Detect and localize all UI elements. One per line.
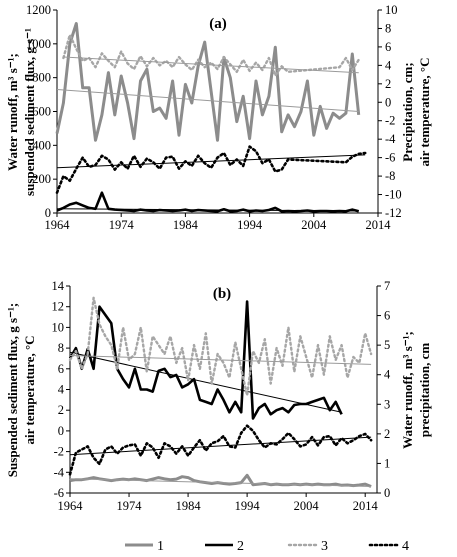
left-tick-label: 14 bbox=[52, 279, 65, 293]
right-tick-label: 10 bbox=[385, 3, 398, 17]
left-tick-label: 8 bbox=[58, 341, 64, 355]
right-tick-label: -8 bbox=[385, 169, 395, 183]
right-tick-label: 3 bbox=[384, 397, 390, 411]
left-axis-title: Suspended sediment flux, g s⁻¹; bbox=[5, 303, 20, 477]
right-tick-label: -10 bbox=[385, 188, 402, 202]
left-axis-title: suspended sediment flux, g s⁻¹ bbox=[22, 28, 37, 196]
x-tick-label: 1964 bbox=[58, 499, 84, 513]
left-axis-title: air temperature, °C bbox=[22, 335, 37, 444]
left-tick-label: 400 bbox=[32, 138, 51, 152]
left-tick-label: 12 bbox=[52, 300, 65, 314]
right-tick-label: -2 bbox=[385, 114, 395, 128]
series-4-line bbox=[55, 145, 367, 194]
right-tick-label: 5 bbox=[384, 338, 390, 352]
x-tick-label: 1974 bbox=[117, 499, 143, 513]
right-axis-title: air temperature, °C bbox=[417, 57, 432, 166]
series-4-line bbox=[68, 424, 373, 476]
right-tick-label: 4 bbox=[385, 58, 392, 72]
series-2-line bbox=[56, 191, 360, 213]
legend-label-3: 3 bbox=[321, 539, 328, 554]
left-tick-label: -4 bbox=[54, 465, 65, 479]
left-tick-label: 0 bbox=[45, 206, 51, 220]
series-3-trend-line bbox=[63, 56, 359, 74]
x-tick-label: 1994 bbox=[235, 499, 261, 513]
left-axis-title: Water runoff, m³ s⁻¹; bbox=[5, 53, 20, 171]
left-tick-label: 0 bbox=[58, 424, 64, 438]
series-1-trend-line bbox=[56, 89, 359, 112]
right-tick-label: 8 bbox=[385, 21, 391, 35]
series-4-trend-line bbox=[69, 436, 372, 456]
series-4-trend-line bbox=[56, 154, 366, 169]
right-tick-label: 2 bbox=[385, 77, 391, 91]
legend: 1 2 3 4 bbox=[125, 539, 409, 554]
series-3-trend-line bbox=[69, 354, 372, 365]
left-tick-label: 4 bbox=[58, 383, 65, 397]
series-1-trend-line bbox=[69, 478, 372, 487]
left-tick-label: 200 bbox=[32, 172, 51, 186]
x-tick-label: 1974 bbox=[109, 218, 135, 232]
legend-label-2: 2 bbox=[237, 539, 244, 554]
right-axis-title: Precipitation, cm; bbox=[400, 62, 415, 161]
right-tick-label: 6 bbox=[385, 40, 391, 54]
right-tick-label: -6 bbox=[385, 151, 395, 165]
series-3-line bbox=[62, 33, 360, 77]
left-tick-label: 10 bbox=[52, 320, 65, 334]
left-tick-label: 600 bbox=[32, 105, 51, 119]
right-tick-label: 0 bbox=[385, 95, 391, 109]
series-3-line bbox=[68, 296, 373, 397]
right-tick-label: 7 bbox=[384, 279, 390, 293]
series-1-line bbox=[69, 473, 372, 488]
right-axis-title: Water runoff, m³ s⁻¹; bbox=[400, 331, 415, 449]
left-tick-label: -6 bbox=[54, 486, 64, 500]
chart-panel-a: 0 200 400 600 800 1000 1200 -12 -10 -8 -6 -4 -2 0 2 4 6 8… bbox=[5, 3, 432, 232]
x-tick-label: 2014 bbox=[366, 218, 392, 232]
panel-label: (a) bbox=[209, 16, 227, 32]
right-tick-label: -12 bbox=[385, 206, 402, 220]
series-2-line bbox=[68, 300, 343, 420]
legend-label-4: 4 bbox=[402, 539, 409, 554]
panel-label: (b) bbox=[213, 286, 231, 302]
x-tick-label: 2004 bbox=[301, 218, 327, 232]
right-tick-label: 6 bbox=[384, 309, 390, 323]
right-tick-label: 2 bbox=[384, 427, 390, 441]
x-tick-label: 1964 bbox=[45, 218, 71, 232]
right-tick-label: -4 bbox=[385, 132, 396, 146]
x-tick-label: 1994 bbox=[237, 218, 263, 232]
x-tick-label: 2004 bbox=[294, 499, 320, 513]
right-axis-title: precipitation, cm bbox=[417, 343, 432, 438]
right-tick-label: 1 bbox=[384, 456, 390, 470]
x-tick-label: 1984 bbox=[173, 218, 199, 232]
left-tick-label: 6 bbox=[58, 362, 64, 376]
right-tick-label: 0 bbox=[384, 486, 390, 500]
left-tick-label: 1200 bbox=[26, 3, 51, 17]
left-tick-label: 1000 bbox=[26, 37, 51, 51]
left-tick-label: -2 bbox=[54, 445, 64, 459]
legend-label-1: 1 bbox=[157, 539, 164, 554]
series-2-trend-line bbox=[56, 208, 359, 212]
series-1-line bbox=[55, 22, 361, 142]
x-tick-label: 1984 bbox=[176, 499, 202, 513]
right-tick-label: 4 bbox=[384, 368, 391, 382]
x-tick-label: 2014 bbox=[353, 499, 379, 513]
left-tick-label: 2 bbox=[58, 403, 64, 417]
left-tick-label: 800 bbox=[32, 71, 51, 85]
